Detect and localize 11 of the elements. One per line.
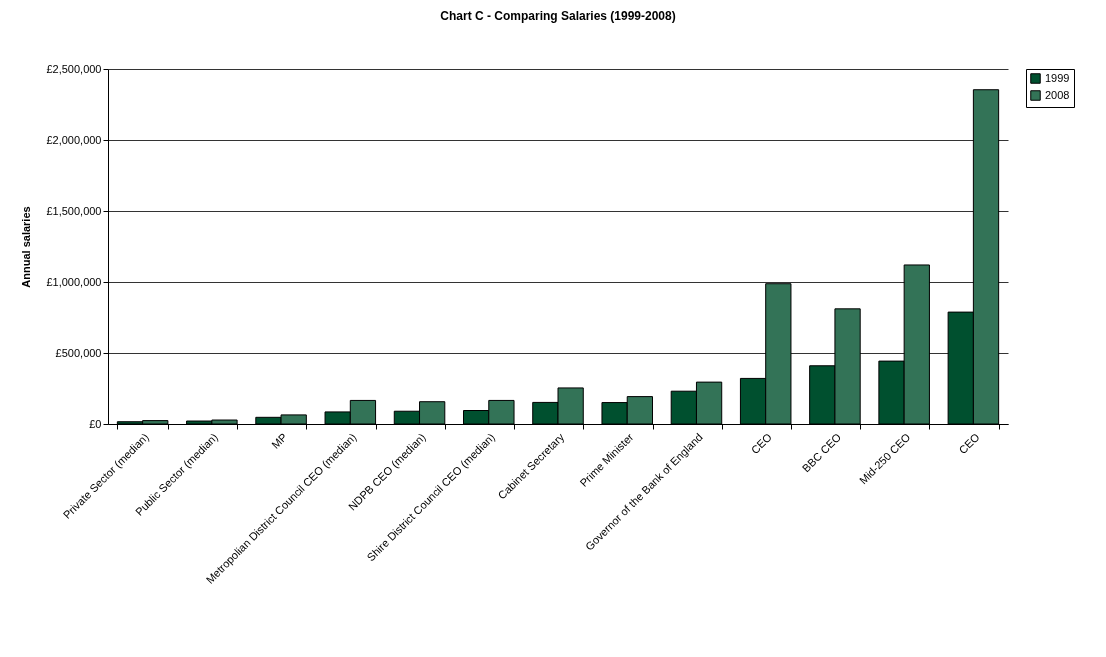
y-tick-label: £2,000,000	[46, 133, 102, 146]
x-tick-label: MP	[269, 430, 290, 451]
y-tick-label: £1,000,000	[46, 275, 102, 288]
y-axis-title: Annual salaries	[20, 206, 33, 288]
y-tick-label: £0	[89, 417, 102, 430]
y-tick-label: £2,500,000	[46, 62, 102, 75]
y-tick-label: £500,000	[55, 346, 102, 359]
y-tick-label: £1,500,000	[46, 204, 102, 217]
legend-label: 2008	[1045, 88, 1070, 101]
legend-label: 1999	[1045, 71, 1070, 84]
chart-title: Chart C - Comparing Salaries (1999-2008)	[440, 9, 676, 23]
